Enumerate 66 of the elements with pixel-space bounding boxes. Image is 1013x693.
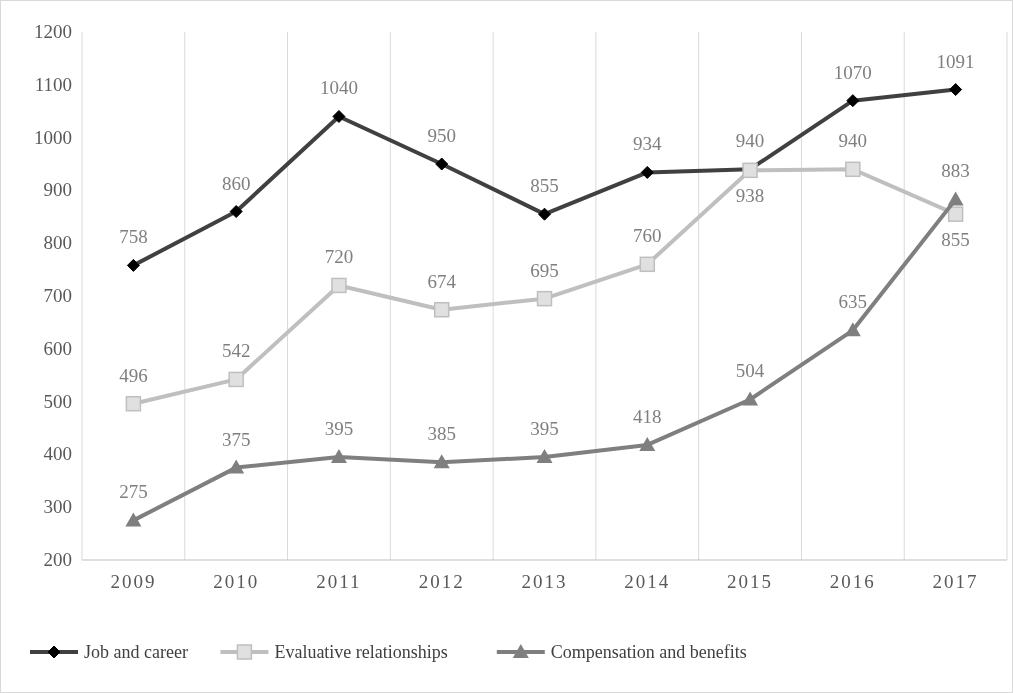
data-label: 758	[119, 226, 148, 248]
x-tick-label: 2009	[110, 571, 157, 592]
data-label: 695	[530, 259, 559, 281]
data-label: 855	[941, 229, 970, 251]
y-tick-label: 300	[43, 496, 72, 518]
data-label: 940	[735, 130, 765, 152]
x-tick-label: 2014	[624, 571, 671, 592]
point	[331, 277, 347, 294]
data-label: 950	[427, 125, 456, 146]
data-label: 938	[735, 185, 765, 207]
data-label: 395	[324, 418, 354, 440]
point	[536, 290, 553, 307]
data-label: 934	[633, 133, 663, 155]
data-label: 674	[427, 270, 457, 292]
data-label: 1091	[936, 50, 975, 72]
y-tick-label: 1200	[34, 21, 72, 42]
data-label: 418	[633, 405, 662, 427]
point	[947, 206, 964, 222]
x-tick-label: 2013	[521, 571, 568, 592]
point	[433, 454, 450, 469]
y-tick-label: 900	[43, 179, 72, 201]
data-label: 542	[221, 340, 251, 362]
point	[433, 301, 450, 318]
data-label: 760	[633, 225, 662, 247]
point	[536, 449, 553, 464]
point	[228, 459, 245, 474]
data-label: 720	[324, 246, 354, 268]
x-tick-label: 2012	[418, 571, 465, 592]
data-label: 395	[530, 418, 559, 440]
y-tick-label: 400	[43, 443, 72, 465]
data-label: 940	[838, 130, 868, 152]
x-tick-label: 2015	[727, 571, 774, 592]
data-label: 496	[119, 364, 148, 386]
legend-label: Compensation and benefits	[550, 642, 747, 662]
data-label: 883	[941, 160, 970, 182]
x-tick-label: 2011	[316, 571, 362, 592]
x-tick-label: 2010	[213, 571, 260, 592]
point	[330, 449, 347, 464]
point	[228, 371, 244, 388]
y-tick-label: 500	[43, 390, 72, 412]
point	[742, 391, 759, 406]
x-tick-label: 2016	[829, 571, 876, 592]
point	[947, 191, 964, 206]
y-tick-label: 600	[43, 337, 72, 359]
legend-label: Evaluative relationships	[274, 642, 448, 662]
y-tick-label: 700	[43, 285, 72, 306]
y-tick-label: 200	[43, 549, 72, 570]
y-tick-label: 1000	[34, 126, 72, 148]
data-label: 1040	[319, 77, 358, 99]
point	[125, 512, 142, 527]
data-label: 1070	[833, 61, 872, 83]
point	[639, 436, 656, 451]
data-label: 275	[119, 481, 148, 503]
point	[845, 161, 861, 178]
data-label: 635	[838, 291, 868, 313]
data-label: 855	[530, 175, 559, 197]
point	[125, 395, 142, 412]
y-tick-label: 800	[43, 232, 72, 254]
x-tick-label: 2017	[932, 571, 979, 592]
data-label: 385	[427, 423, 456, 445]
legend-label: Job and career	[84, 642, 188, 662]
point	[639, 256, 656, 273]
y-tick-label: 1100	[34, 73, 72, 95]
data-label: 860	[221, 172, 251, 194]
data-label: 375	[221, 428, 251, 450]
data-label: 504	[735, 360, 765, 382]
